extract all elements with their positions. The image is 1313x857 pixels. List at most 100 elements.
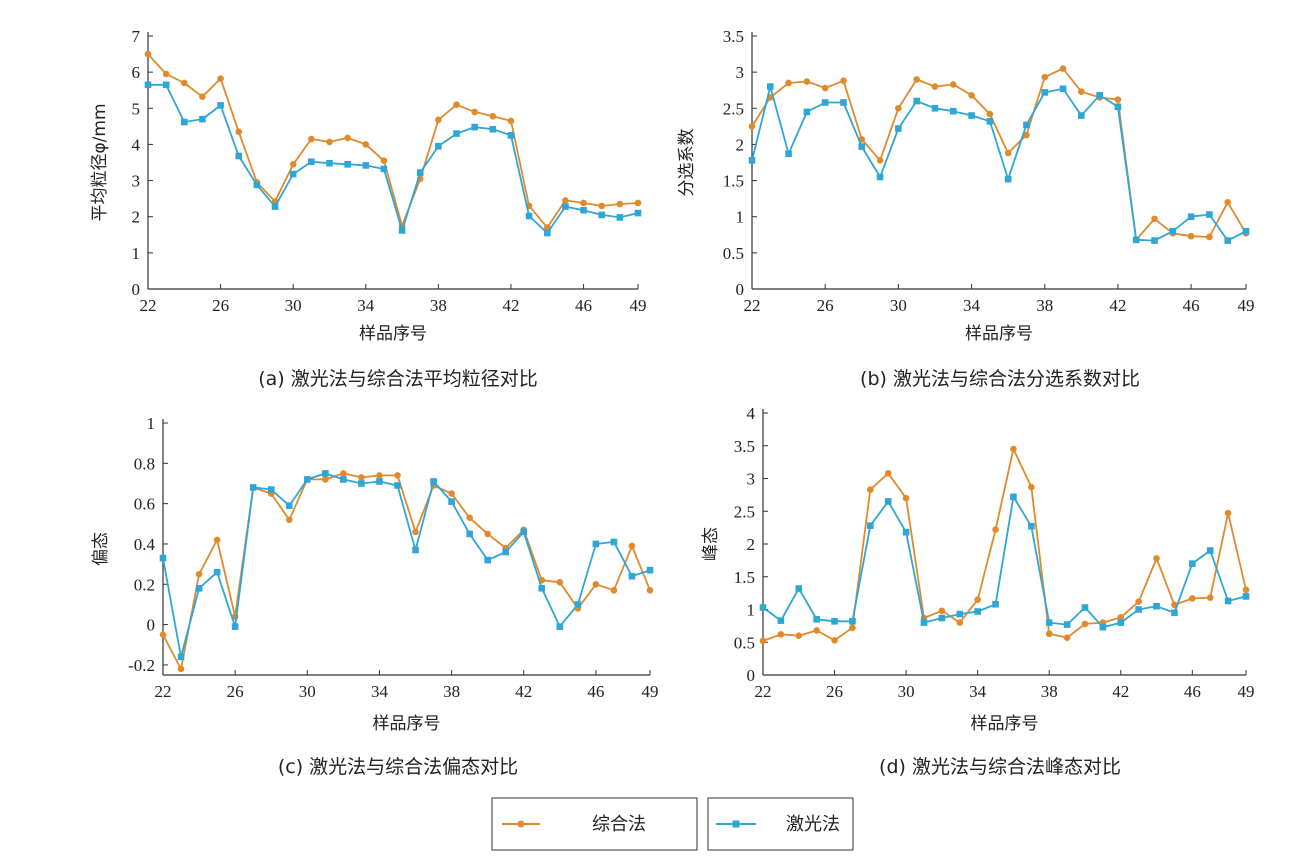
x-tick-label: 49 [630,296,647,315]
y-tick-label: 0.4 [134,535,156,554]
data-point-laser [271,203,279,210]
data-point-laser [902,528,910,536]
data-point-comprehensive [1078,88,1085,95]
data-point-laser [289,170,297,178]
data-point-laser [766,83,774,90]
y-tick-label: 2 [747,535,756,554]
data-point-laser [303,476,311,483]
y-tick-label: 1 [747,601,756,620]
data-point-comprehensive [1059,65,1067,72]
data-point-laser [968,112,975,119]
data-point-laser [759,604,767,611]
data-point-laser [858,143,866,150]
data-point-laser [471,123,478,131]
data-point-laser [616,214,624,221]
series-line-laser [751,85,1247,242]
y-tick-label: 1 [736,208,745,227]
data-point-laser [267,486,275,493]
data-point-laser [580,206,587,214]
data-point-laser [795,585,803,592]
x-tick-label: 22 [155,682,172,701]
data-point-comprehensive [159,631,167,638]
data-point-laser [235,152,243,160]
y-tick-label: 7 [132,27,141,46]
panel-background [90,24,650,352]
x-axis-title: 样品序号 [373,714,441,734]
data-point-laser [813,616,820,623]
data-point-comprehensive [580,199,587,207]
y-tick-label: 0.5 [734,633,755,652]
y-tick-label: 3.5 [734,437,755,456]
data-point-laser [144,81,152,89]
x-tick-label: 30 [898,682,915,701]
data-point-comprehensive [484,530,491,538]
x-tick-label: 30 [285,296,302,315]
data-point-laser [177,653,185,661]
data-point-laser [326,159,333,167]
data-point-laser [1153,602,1160,610]
x-tick-label: 34 [357,296,375,315]
x-tick-label: 46 [575,296,592,315]
data-point-laser [416,169,424,176]
series-line-laser [162,472,651,658]
x-tick-label: 22 [755,682,772,701]
data-point-laser [1028,523,1035,530]
x-tick-label: 22 [744,296,761,315]
data-point-comprehensive [949,81,957,88]
data-point-laser [884,498,892,505]
y-tick-label: 2 [736,135,745,154]
data-point-comprehensive [1117,614,1125,621]
y-tick-label: 0 [132,280,141,299]
data-point-comprehensive [199,93,206,101]
legend-label-laser: 激光法 [786,814,840,835]
data-point-comprehensive [992,526,999,533]
x-tick-label: 26 [826,682,843,701]
data-point-laser [913,97,920,105]
data-point-comprehensive [489,112,497,120]
data-point-comprehensive [556,578,564,586]
data-point-comprehensive [777,631,785,638]
data-point-laser [1063,621,1071,628]
data-point-comprehensive [1189,595,1196,602]
data-point-laser [634,209,642,217]
data-point-comprehensive [1151,215,1158,223]
data-point-comprehensive [831,636,838,644]
data-point-comprehensive [162,70,170,78]
data-point-comprehensive [1224,509,1232,517]
panel-caption: (c) 激光法与综合法偏态对比 [278,756,518,778]
data-point-laser [412,546,419,554]
data-point-comprehensive [1206,233,1213,241]
panel-c-skewness: -0.2 0 0.2 0.4 0.6 0.8 1 22 26 30 34 38 42 46 49 样品序号 偏态… [90,405,662,778]
data-point-laser [1132,236,1140,244]
data-point-laser [453,130,460,137]
data-point-comprehensive [1028,483,1035,491]
x-tick-label: 42 [502,296,519,315]
data-point-comprehensive [394,472,401,479]
legend-label-comprehensive: 综合法 [592,814,646,835]
data-point-laser [992,600,999,608]
data-point-laser [430,478,437,485]
data-point-laser [1023,121,1030,129]
data-point-laser [1187,213,1195,221]
data-point-laser [525,212,533,220]
data-point-comprehensive [562,197,569,204]
y-tick-label: 3 [736,63,745,82]
data-point-comprehensive [177,665,185,673]
data-point-comprehensive [466,514,473,522]
panel-b-sorting-coefficient: 0 0.5 1 1.5 2 2.5 3 3.5 22 26 30 34 38 42 46 49 样品序号 分选系数… [677,24,1260,390]
data-point-comprehensive [956,619,964,626]
y-tick-label: 0 [736,280,745,299]
data-point-laser [285,502,293,509]
data-point-comprehensive [1224,198,1232,206]
data-point-comprehensive [340,470,347,477]
data-point-laser [840,99,847,106]
legend-marker-comprehensive [517,820,525,828]
data-point-comprehensive [362,141,370,148]
data-point-comprehensive [217,75,224,82]
data-point-laser [562,203,569,210]
x-tick-label: 38 [1036,296,1053,315]
x-tick-label: 42 [515,682,532,701]
data-point-laser [831,617,838,625]
data-point-laser [1224,237,1232,244]
